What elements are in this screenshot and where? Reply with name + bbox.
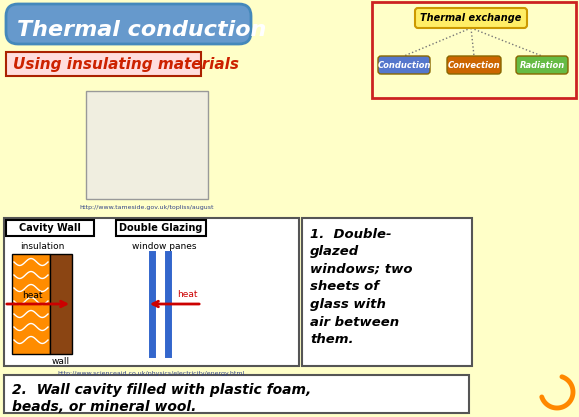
Text: Radiation: Radiation [519, 60, 565, 70]
Bar [116, 220, 206, 236]
Text: Convection: Convection [448, 60, 500, 70]
Text: heat: heat [22, 291, 42, 300]
Text: wall: wall [52, 357, 70, 366]
Text: Thermal conduction: Thermal conduction [17, 20, 266, 40]
Text: 2.  Wall cavity filled with plastic foam,
beads, or mineral wool.: 2. Wall cavity filled with plastic foam,… [12, 383, 312, 414]
Text: Conduction: Conduction [378, 60, 431, 70]
FancyBboxPatch shape [447, 56, 501, 74]
Bar [4, 375, 469, 413]
Text: 1.  Double-
glazed
windows; two
sheets of
glass with
air between
them.: 1. Double- glazed windows; two sheets of… [310, 228, 412, 346]
Bar [86, 91, 208, 199]
Text: Cavity Wall: Cavity Wall [19, 223, 81, 233]
Text: insulation: insulation [20, 241, 64, 251]
Bar [6, 220, 94, 236]
FancyBboxPatch shape [378, 56, 430, 74]
Text: heat: heat [177, 290, 197, 299]
Bar [4, 218, 299, 366]
Text: http://www.scienceaid.co.uk/physics/electricity/energy.html: http://www.scienceaid.co.uk/physics/elec… [58, 372, 245, 377]
Text: Using insulating materials: Using insulating materials [13, 56, 239, 71]
Bar [372, 2, 576, 98]
Text: window panes: window panes [132, 241, 196, 251]
Text: Thermal exchange: Thermal exchange [420, 13, 522, 23]
FancyBboxPatch shape [516, 56, 568, 74]
Bar [6, 52, 201, 76]
Text: Double Glazing: Double Glazing [119, 223, 203, 233]
Bar [12, 254, 50, 354]
Bar [50, 254, 72, 354]
FancyBboxPatch shape [415, 8, 527, 28]
FancyBboxPatch shape [6, 4, 251, 44]
Bar [302, 218, 472, 366]
Text: http://www.tameside.gov.uk/topliss/august: http://www.tameside.gov.uk/topliss/augus… [80, 204, 214, 209]
